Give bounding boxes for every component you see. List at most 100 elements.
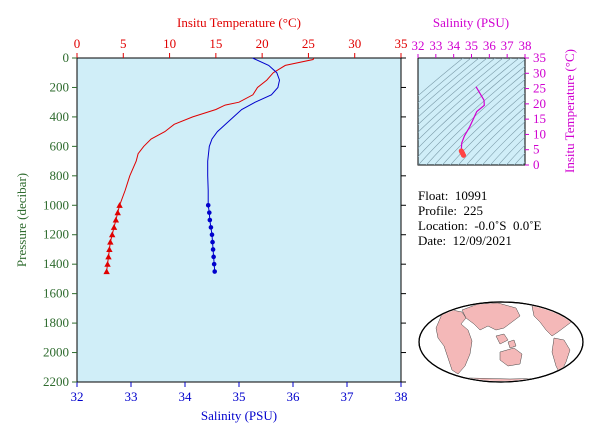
- isopycnal-line: [522, 161, 525, 165]
- salinity-marker: [209, 232, 215, 238]
- date-value: 12/09/2021: [452, 233, 512, 248]
- salinity-marker: [210, 239, 215, 245]
- isopycnal-line: [474, 114, 525, 165]
- float-label: Float:: [418, 188, 449, 203]
- ts-right-tick-label: 20: [533, 96, 546, 111]
- top-tick-label: 10: [163, 36, 176, 51]
- left-tick-label: 1000: [43, 197, 69, 212]
- left-tick-label: 0: [63, 50, 70, 65]
- top-tick-label: 25: [302, 36, 315, 51]
- isopycnal-line: [418, 65, 525, 165]
- date-label: Date:: [418, 233, 447, 248]
- isopycnal-line: [578, 38, 595, 175]
- isopycnal-line: [418, 58, 520, 149]
- temperature-marker: [116, 202, 123, 208]
- temperature-marker: [106, 246, 113, 253]
- temperature-marker: [114, 209, 121, 216]
- salinity-marker: [207, 217, 213, 223]
- top-tick-label: 5: [120, 36, 127, 51]
- top-axis-title: Insitu Temperature (°C): [177, 15, 301, 30]
- ts-top-tick-label: 34: [447, 38, 461, 53]
- ts-right-tick-label: 5: [533, 142, 540, 157]
- left-tick-label: 2000: [43, 345, 69, 360]
- top-tick-label: 15: [209, 36, 222, 51]
- bottom-tick-label: 32: [71, 389, 84, 404]
- salinity-marker: [210, 247, 216, 252]
- left-tick-label: 800: [50, 168, 70, 183]
- ts-right-tick-label: 25: [533, 81, 546, 96]
- southeast-asia-islands: [495, 333, 517, 349]
- ts-right-axis-title: Insitu Temperature (°C): [562, 49, 577, 173]
- profile-plot-area: [76, 57, 402, 383]
- profile-label: Profile:: [418, 203, 457, 218]
- isopycnal-line: [482, 121, 525, 165]
- left-tick-label: 600: [50, 138, 70, 153]
- bottom-tick-label: 37: [341, 389, 355, 404]
- salinity-marker: [211, 254, 216, 260]
- profile-chart: Insitu Temperature (°C) Salinity (PSU) P…: [14, 15, 408, 423]
- salinity-marker: [207, 210, 212, 215]
- isopycnal-line: [450, 92, 525, 165]
- salinity-marker: [208, 225, 214, 230]
- isopycnal-line: [426, 72, 525, 165]
- float-row: Float: 10991: [418, 188, 542, 203]
- africa-europe-landmass: [435, 309, 473, 375]
- isopycnal-line: [418, 58, 504, 133]
- bottom-tick-label: 34: [179, 389, 193, 404]
- ts-plot-area: [417, 57, 526, 166]
- temperature-marker: [112, 216, 120, 223]
- float-value: 10991: [454, 188, 488, 203]
- ts-top-axis-title: Salinity (PSU): [433, 15, 509, 30]
- isopycnal-line: [442, 85, 525, 165]
- left-tick-label: 1600: [43, 286, 69, 301]
- isopycnal-line: [434, 79, 525, 165]
- left-tick-label: 200: [50, 79, 70, 94]
- isopycnal-line: [418, 58, 488, 118]
- ts-top-tick-label: 32: [412, 38, 425, 53]
- isopycnal-line: [458, 99, 525, 165]
- temperature-marker: [108, 231, 116, 238]
- bottom-tick-label: 35: [233, 389, 246, 404]
- isopycnal-line: [418, 59, 525, 158]
- ts-top-tick-label: 33: [429, 38, 442, 53]
- float-info-panel: Float: 10991 Profile: 225 Location: -0.0…: [418, 188, 542, 248]
- top-tick-label: 0: [74, 36, 81, 51]
- temperature-marker: [107, 238, 114, 245]
- isopycnal-line: [418, 58, 512, 141]
- left-tick-label: 2200: [43, 374, 69, 389]
- bottom-tick-label: 38: [395, 389, 408, 404]
- temperature-marker: [104, 260, 111, 267]
- temperature-marker: [103, 268, 110, 275]
- profile-value: 225: [463, 203, 484, 218]
- isopycnal-line: [418, 58, 480, 111]
- world-map: [418, 301, 584, 383]
- bottom-tick-label: 33: [125, 389, 138, 404]
- isopycnal-line: [490, 128, 525, 165]
- top-tick-label: 20: [256, 36, 269, 51]
- temperature-marker: [110, 224, 118, 230]
- salinity-marker: [205, 202, 211, 208]
- isopycnal-line: [506, 144, 525, 165]
- ts-right-tick-label: 30: [533, 65, 546, 80]
- isopycnal-line: [498, 136, 525, 165]
- ts-top-tick-label: 36: [483, 38, 497, 53]
- ts-right-tick-label: 15: [533, 111, 546, 126]
- salinity-marker: [212, 269, 217, 274]
- ts-marker: [460, 152, 467, 158]
- profile-row: Profile: 225: [418, 203, 542, 218]
- left-tick-label: 1800: [43, 315, 69, 330]
- top-tick-label: 30: [348, 36, 361, 51]
- isopycnal-line: [514, 152, 525, 165]
- ts-top-tick-label: 35: [465, 38, 478, 53]
- ts-top-tick-label: 37: [501, 38, 515, 53]
- top-tick-label: 35: [395, 36, 408, 51]
- ts-diagram: Salinity (PSU) Insitu Temperature (°C) 3…: [412, 15, 595, 175]
- ts-top-tick-label: 38: [519, 38, 532, 53]
- temperature-marker: [105, 253, 112, 260]
- isopycnal-line: [466, 106, 525, 165]
- location-row: Location: -0.0˚S 0.0˚E: [418, 218, 542, 233]
- isopycnal-line: [586, 38, 595, 175]
- isopycnal-line: [418, 58, 496, 125]
- ts-right-tick-label: 35: [533, 50, 546, 65]
